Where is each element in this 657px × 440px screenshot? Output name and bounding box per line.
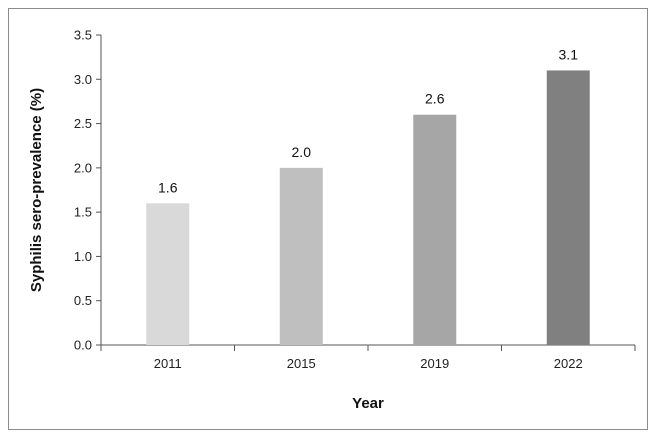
bars (146, 70, 590, 345)
y-axis: 0.0 0.5 1.0 1.5 2.0 2.5 3.0 3.5 (74, 28, 102, 353)
x-axis-title: Year (352, 395, 384, 412)
y-tick-label: 0.5 (74, 293, 92, 308)
y-tick-label: 3.0 (74, 72, 92, 87)
bar-2022 (546, 70, 590, 345)
data-labels: 1.6 2.0 2.6 3.1 (158, 46, 578, 195)
data-label-2022: 3.1 (559, 46, 579, 62)
x-tick-label: 2011 (154, 356, 182, 371)
bar-2019 (413, 114, 457, 345)
y-tick-label: 3.5 (74, 28, 92, 43)
y-tick-label: 2.5 (74, 116, 92, 131)
bar-2011 (146, 203, 190, 345)
x-axis: 2011 2015 2019 2022 (100, 344, 636, 371)
chart-frame (8, 8, 648, 430)
y-axis-title: Syphilis sero-prevalence (%) (28, 88, 45, 292)
x-tick-label: 2015 (287, 356, 316, 371)
x-tick-label: 2019 (420, 356, 449, 371)
bar-2015 (279, 167, 323, 345)
y-tick-label: 0.0 (74, 338, 92, 353)
data-label-2015: 2.0 (292, 144, 312, 160)
data-label-2011: 1.6 (158, 179, 178, 195)
y-tick-label: 1.0 (74, 249, 92, 264)
data-label-2019: 2.6 (425, 91, 445, 107)
y-tick-label: 1.5 (74, 205, 92, 220)
y-tick-label: 2.0 (74, 160, 92, 175)
x-tick-label: 2022 (554, 356, 583, 371)
